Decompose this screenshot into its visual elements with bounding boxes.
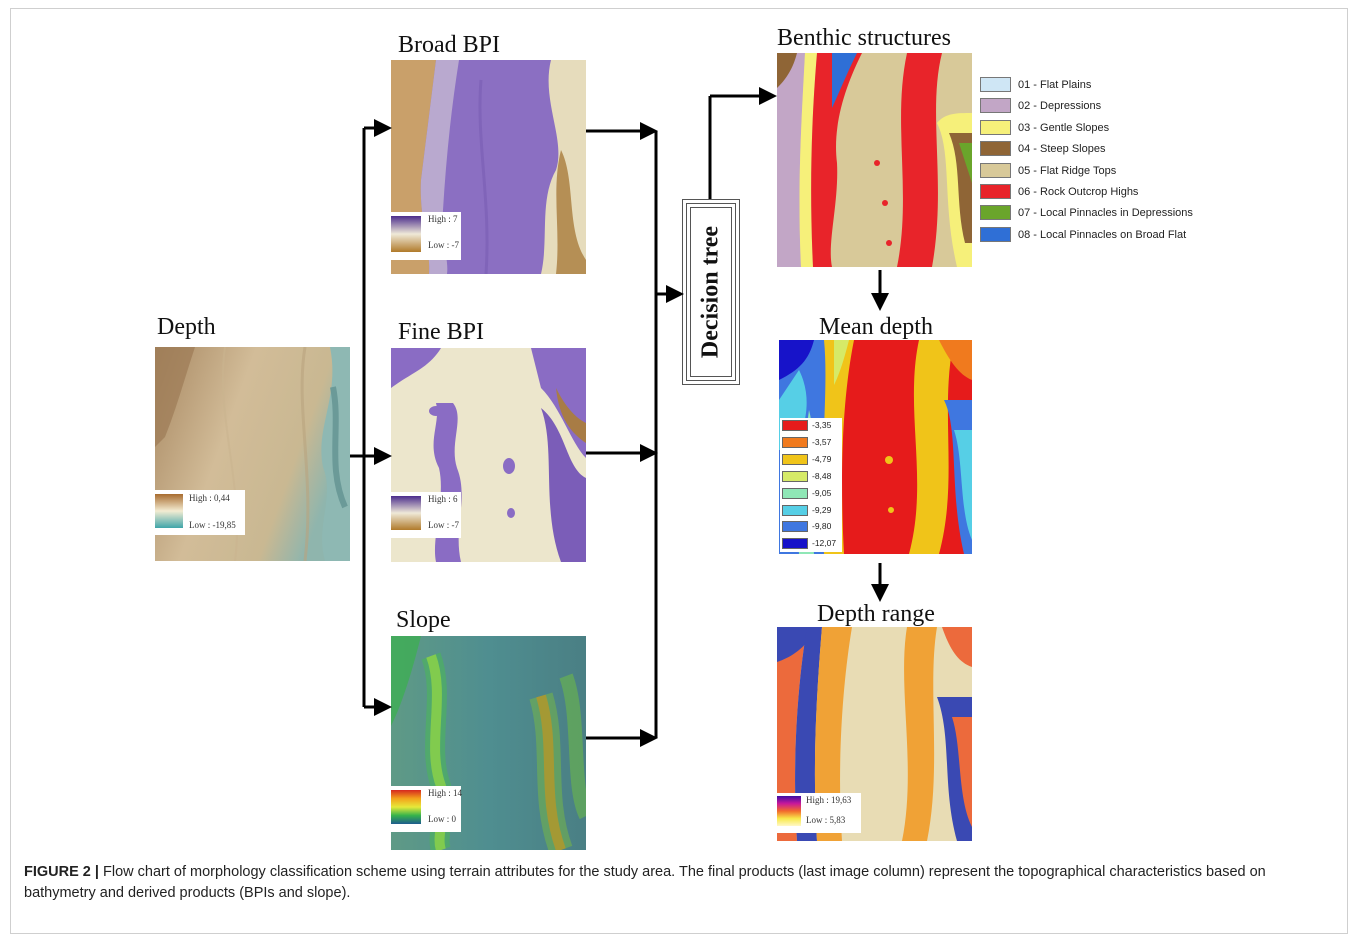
mean-depth-legend-label: -9,29 [812,504,832,515]
benthic-legend-label: 07 - Local Pinnacles in Depressions [1018,207,1193,220]
mean-depth-title: Mean depth [819,314,933,340]
benthic-legend-swatch [980,226,1011,242]
depth-legend-low: Low : -19,85 [189,520,236,530]
slope-title: Slope [396,607,451,633]
slope-legend-high: High : 14 [428,788,463,798]
benthic-legend-label: 01 - Flat Plains [1018,79,1092,91]
depth-range-legend: High : 19,63 Low : 5,83 [777,793,861,833]
benthic-legend-label: 05 - Flat Ridge Tops [1018,164,1117,177]
benthic-legend-label: 08 - Local Pinnacles on Broad Flat [1018,228,1187,241]
depth-range-legend-high: High : 19,63 [806,795,852,805]
fine-bpi-legend-ramp [391,496,421,530]
benthic-structures-title: Benthic structures [777,25,951,51]
decision-tree-border-innermost [690,207,732,377]
benthic-legend-item: 05 - Flat Ridge Tops [980,162,1240,181]
benthic-legend-swatch [980,98,1011,114]
benthic-legend-item: 06 - Rock Outcrop Highs [980,184,1240,202]
fine-bpi-legend-low: Low : -7 [428,520,459,530]
benthic-legend-swatch [980,162,1011,178]
benthic-legend-swatch [980,141,1011,157]
benthic-legend-item: 04 - Steep Slopes [980,141,1240,159]
broad-bpi-legend-ramp [391,216,421,252]
mean-depth-legend-label: -12,07 [812,538,837,549]
broad-bpi-legend: High : 7 Low : -7 [391,212,461,260]
benthic-legend-label: 03 - Gentle Slopes [1018,121,1110,134]
slope-legend: High : 14 Low : 0 [391,786,463,832]
broad-bpi-map: High : 7 Low : -7 [391,60,586,274]
benthic-legend-item: 08 - Local Pinnacles on Broad Flat [980,226,1240,245]
benthic-legend-swatch [980,119,1011,135]
benthic-legend-swatch [980,184,1011,199]
mean-depth-legend-label: -9,05 [812,487,832,498]
broad-bpi-title: Broad BPI [398,32,500,58]
mean-depth-legend-swatch [782,487,808,499]
mean-depth-legend-label: -4,79 [812,453,832,464]
slope-map: High : 14 Low : 0 [391,636,586,850]
depth-range-legend-low: Low : 5,83 [806,815,846,825]
fine-bpi-map: High : 6 Low : -7 [391,348,586,562]
slope-legend-low: Low : 0 [428,814,456,824]
decision-tree-border-inner [686,203,736,381]
depth-range-map: High : 19,63 Low : 5,83 [777,627,972,841]
depth-range-title: Depth range [817,601,935,627]
benthic-legend-label: 02 - Depressions [1018,100,1102,113]
mean-depth-legend-swatch [782,470,808,482]
fine-bpi-legend-high: High : 6 [428,494,458,504]
mean-depth-legend-swatch [782,504,808,516]
mean-depth-legend-swatch [782,436,808,448]
mean-depth-legend-swatch [782,521,808,533]
fine-bpi-legend: High : 6 Low : -7 [391,492,461,538]
benthic-legend-label: 04 - Steep Slopes [1018,143,1106,156]
depth-legend-high: High : 0,44 [189,493,230,503]
mean-depth-legend-swatch [782,453,808,465]
caption-text: Flow chart of morphology classification … [24,864,1266,901]
benthic-legend-swatch [980,77,1011,92]
depth-map: High : 0,44 Low : -19,85 [155,347,350,561]
broad-bpi-legend-high: High : 7 [428,214,458,224]
mean-depth-legend-label: -9,80 [812,521,832,532]
benthic-legend-item: 02 - Depressions [980,98,1240,116]
figure-frame [10,8,1348,934]
broad-bpi-legend-low: Low : -7 [428,240,459,250]
benthic-legend-label: 06 - Rock Outcrop Highs [1018,186,1139,198]
figure-label: FIGURE 2 | [24,864,99,880]
depth-title: Depth [157,314,216,340]
depth-range-legend-ramp [777,796,801,826]
depth-legend-ramp [155,494,183,528]
fine-bpi-title: Fine BPI [398,319,485,345]
benthic-legend-item: 07 - Local Pinnacles in Depressions [980,205,1240,223]
benthic-structures-map [777,53,972,267]
slope-legend-ramp [391,790,421,824]
mean-depth-legend-label: -3,35 [812,420,832,430]
figure-caption: FIGURE 2 | Flow chart of morphology clas… [24,862,1324,904]
benthic-legend-item: 03 - Gentle Slopes [980,119,1240,138]
depth-legend: High : 0,44 Low : -19,85 [155,490,245,535]
benthic-legend-swatch [980,205,1011,221]
mean-depth-legend-swatch [782,420,808,431]
mean-depth-legend-label: -3,57 [812,436,832,447]
mean-depth-legend: -3,35 -3,57 -4,79 -8,48 -9,05 -9,29 -9,8… [780,418,842,552]
mean-depth-legend-label: -8,48 [812,470,832,481]
benthic-legend-item: 01 - Flat Plains [980,77,1240,95]
mean-depth-legend-swatch [782,538,808,550]
